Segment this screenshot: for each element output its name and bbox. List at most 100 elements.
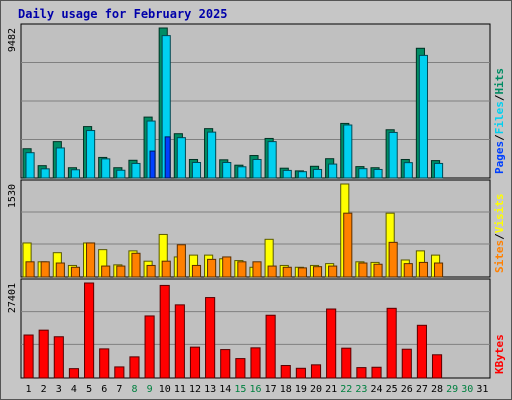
bar-kbytes-day-23 (356, 367, 367, 379)
legend-visits-sites-item-0: Sites (493, 240, 506, 273)
x-tick-label-day-14: 14 (219, 384, 231, 395)
bar-kbytes-day-11 (174, 304, 185, 379)
bar-files-day-14 (222, 161, 232, 179)
x-tick-label-day-23: 23 (355, 384, 367, 395)
legend-visits-sites: Sites/Visits (493, 194, 506, 274)
legend-hits-files-pages: Pages/Files/Hits (493, 68, 506, 174)
legend-hits-files-pages-item-1: / (493, 134, 506, 141)
bar-sites-day-23 (358, 262, 368, 278)
bar-files-day-27 (418, 54, 428, 179)
legend-kbytes: KBytes (493, 334, 506, 374)
bar-files-day-16 (252, 158, 262, 179)
bar-kbytes-day-2 (38, 329, 49, 379)
x-tick-label-day-2: 2 (41, 384, 47, 395)
bar-sites-day-22 (343, 212, 353, 278)
x-tick-label-day-4: 4 (71, 384, 77, 395)
y-max-label-visits-sites: 1530 (7, 184, 18, 208)
y-max-label-kbytes: 27401 (7, 283, 18, 313)
bar-sites-day-2 (40, 261, 50, 278)
bar-sites-day-14 (222, 256, 232, 278)
bar-kbytes-day-28 (431, 354, 443, 379)
bar-kbytes-day-10 (159, 284, 170, 379)
bar-sites-day-21 (328, 265, 338, 278)
bar-sites-day-15 (237, 261, 247, 278)
bar-kbytes-day-15 (235, 358, 246, 379)
bar-kbytes-day-5 (84, 282, 95, 379)
bar-files-day-19 (297, 171, 307, 179)
bar-pages-day-10 (164, 136, 171, 179)
bar-sites-day-16 (252, 261, 262, 278)
x-tick-label-day-9: 9 (147, 384, 153, 395)
bar-kbytes-day-18 (280, 365, 291, 379)
bar-sites-day-18 (282, 266, 292, 278)
bar-kbytes-day-1 (23, 334, 34, 379)
x-tick-label-day-10: 10 (159, 384, 171, 395)
bar-sites-day-6 (101, 265, 111, 278)
x-tick-label-day-6: 6 (101, 384, 107, 395)
bar-sites-day-1 (25, 261, 35, 278)
bar-sites-day-9 (146, 264, 156, 278)
bar-kbytes-day-25 (386, 307, 397, 379)
bar-files-day-21 (328, 163, 338, 179)
bar-sites-day-17 (267, 265, 277, 278)
legend-hits-files-pages-item-2: Files (493, 101, 506, 134)
bar-kbytes-day-16 (250, 347, 261, 379)
bar-files-day-18 (282, 169, 292, 179)
bar-sites-day-3 (55, 262, 65, 278)
bar-files-day-3 (55, 147, 65, 179)
bar-files-day-13 (207, 131, 217, 179)
bar-files-day-1 (25, 152, 35, 179)
y-max-label-hits-files-pages: 9482 (7, 28, 18, 52)
bar-files-day-24 (373, 168, 383, 179)
bar-sites-day-20 (312, 266, 323, 278)
x-tick-label-day-1: 1 (26, 384, 32, 395)
x-tick-label-day-8: 8 (131, 384, 137, 395)
x-tick-label-day-5: 5 (86, 384, 92, 395)
bar-sites-day-11 (176, 244, 186, 278)
x-tick-label-day-24: 24 (371, 384, 383, 395)
bar-kbytes-day-21 (326, 308, 337, 379)
x-tick-label-day-18: 18 (280, 384, 292, 395)
bar-kbytes-day-7 (114, 366, 125, 379)
bar-files-day-20 (312, 168, 323, 179)
x-tick-label-day-17: 17 (265, 384, 277, 395)
bar-kbytes-day-19 (295, 367, 306, 379)
legend-hits-files-pages-item-3: / (493, 94, 506, 101)
bar-sites-day-13 (207, 258, 217, 278)
bar-kbytes-day-3 (53, 336, 64, 379)
bar-kbytes-day-4 (68, 368, 80, 379)
bar-files-day-7 (116, 169, 126, 179)
x-tick-label-day-22: 22 (340, 384, 352, 395)
legend-visits-sites-item-2: Visits (493, 194, 506, 234)
bar-files-day-8 (131, 162, 141, 179)
bar-sites-day-10 (161, 260, 171, 278)
bar-kbytes-day-17 (265, 314, 276, 379)
bar-pages-day-9 (149, 150, 156, 179)
x-tick-label-day-19: 19 (295, 384, 307, 395)
legend-hits-files-pages-item-4: Hits (493, 68, 506, 95)
bar-sites-day-4 (70, 266, 81, 278)
bar-kbytes-day-9 (144, 315, 155, 379)
bar-kbytes-day-8 (129, 356, 140, 379)
bar-files-day-6 (101, 158, 111, 179)
bar-sites-day-27 (418, 261, 428, 278)
bar-kbytes-day-27 (416, 324, 427, 379)
bar-sites-day-25 (388, 241, 398, 278)
x-tick-label-day-31: 31 (476, 384, 488, 395)
x-tick-label-day-28: 28 (431, 384, 443, 395)
bar-kbytes-day-6 (99, 348, 110, 379)
bar-sites-day-7 (116, 265, 126, 278)
legend-visits-sites-item-1: / (493, 233, 506, 240)
bar-kbytes-day-14 (220, 349, 231, 379)
x-tick-label-day-27: 27 (416, 384, 428, 395)
x-tick-label-day-20: 20 (310, 384, 322, 395)
x-tick-label-day-7: 7 (116, 384, 122, 395)
bar-files-day-17 (267, 141, 277, 179)
x-tick-label-day-3: 3 (56, 384, 62, 395)
bar-sites-day-12 (191, 264, 202, 278)
x-tick-label-day-29: 29 (446, 384, 458, 395)
x-tick-label-day-15: 15 (234, 384, 246, 395)
bar-files-day-12 (191, 161, 202, 179)
bar-kbytes-day-22 (341, 347, 352, 379)
